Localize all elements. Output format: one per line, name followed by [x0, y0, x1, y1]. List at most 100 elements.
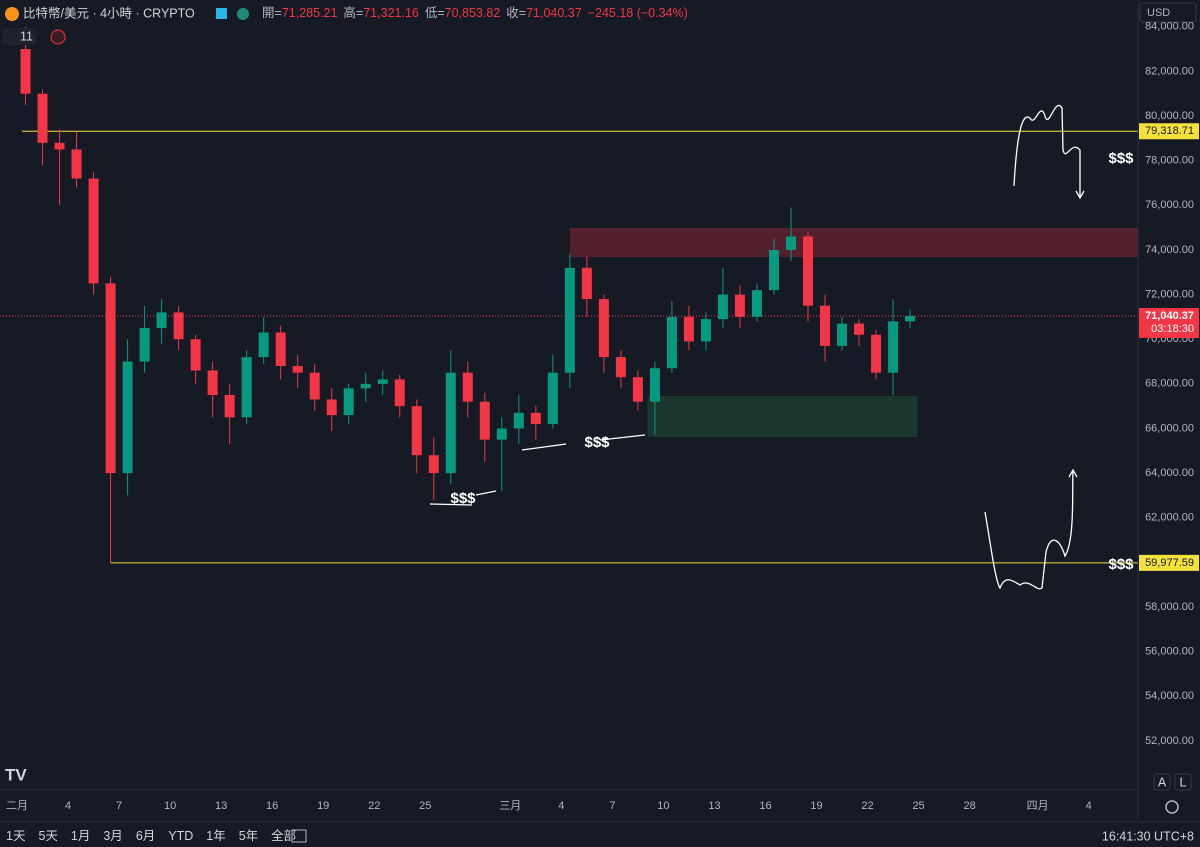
candle-body — [54, 142, 65, 150]
zone — [569, 228, 1138, 258]
candle-body — [190, 339, 201, 371]
indicator-count: 11 — [20, 29, 33, 43]
toolbar: USD 1天 5天 1月 3月 6月 YTD 1年 5年 全部 16:41:30 UTC+8 T… — [5, 2, 1197, 843]
candle-body — [854, 323, 865, 335]
ohlc-values: 開=71,285.21 高=71,321.16 低=70,853.82 收=71,04… — [262, 5, 688, 20]
range-button[interactable]: 5天 — [38, 829, 58, 843]
x-tick-label: 16 — [266, 800, 278, 812]
currency: USD — [1147, 7, 1170, 19]
alert-icon[interactable] — [50, 29, 66, 45]
candle-body — [888, 321, 899, 373]
ohlc-value: 71,285.21 — [282, 6, 338, 20]
calendar-icon[interactable] — [291, 829, 307, 843]
candle-body — [700, 319, 711, 342]
y-tick-label: 62,000.00 — [1145, 512, 1194, 524]
x-tick-label: 25 — [419, 800, 431, 812]
clock: 16:41:30 UTC+8 — [1102, 829, 1194, 843]
candle-body — [802, 236, 813, 306]
x-tick-label: 10 — [657, 800, 669, 812]
y-tick-label: 56,000.00 — [1145, 646, 1194, 658]
indicator-badge[interactable] — [2, 28, 36, 45]
candle-body — [173, 312, 184, 340]
candle-body — [394, 379, 405, 407]
x-tick-label: 4 — [558, 800, 564, 812]
x-tick-label: 22 — [861, 800, 873, 812]
candle-body — [88, 178, 99, 284]
x-tick-label: 4 — [65, 800, 71, 812]
candle-body — [530, 412, 541, 425]
range-button[interactable]: 1月 — [71, 829, 90, 843]
candle-body — [905, 315, 916, 322]
candle-body — [820, 305, 831, 346]
level-tag — [1139, 554, 1199, 571]
range-button[interactable]: 3月 — [103, 829, 122, 843]
candle-body — [871, 334, 882, 373]
ohlc-key: 開= — [262, 6, 282, 20]
y-tick-label: 64,000.00 — [1145, 467, 1194, 479]
candle-body — [71, 149, 82, 179]
range-button[interactable]: 1年 — [206, 829, 225, 843]
candle-body — [564, 267, 575, 373]
x-tick-label: 19 — [810, 800, 822, 812]
y-tick-label: 52,000.00 — [1145, 735, 1194, 747]
candle-body — [207, 370, 218, 395]
candle-body — [683, 316, 694, 342]
candle-body — [343, 388, 354, 416]
x-tick-label: 7 — [116, 800, 122, 812]
ohlc-value: 71,321.16 — [363, 6, 419, 20]
range-button[interactable]: 5年 — [239, 829, 258, 843]
currency-select[interactable] — [1139, 2, 1197, 23]
ohlc-key: 收= — [506, 6, 526, 20]
scale-button-label: A — [1158, 775, 1167, 789]
candle-body — [105, 283, 116, 474]
scale-button[interactable] — [1174, 773, 1192, 791]
candle-body — [224, 395, 235, 418]
projection-up — [984, 468, 1078, 590]
x-tick-label: 7 — [609, 800, 615, 812]
y-tick-label: 72,000.00 — [1145, 288, 1194, 300]
candle-body — [649, 368, 660, 402]
range-button[interactable]: YTD — [168, 829, 193, 843]
countdown: 03:18:30 — [1151, 323, 1194, 335]
range-button[interactable]: 全部 — [271, 828, 296, 843]
candle-body — [428, 455, 439, 474]
status-dot — [237, 8, 249, 20]
range-button[interactable]: 6月 — [136, 829, 155, 843]
candle-body — [496, 428, 507, 440]
ohlc-key: 低= — [425, 6, 445, 20]
candle-body — [598, 299, 609, 358]
candle-body — [785, 236, 796, 250]
btc-icon — [5, 7, 19, 21]
annotation: $$$ — [584, 434, 610, 451]
candle-body — [20, 49, 31, 94]
last-price-label: 71,040.37 — [1145, 310, 1194, 322]
candle-body — [241, 357, 252, 418]
level-tag — [1139, 123, 1199, 140]
x-tick-label: 16 — [759, 800, 771, 812]
candle-body — [275, 332, 286, 366]
candle-body — [309, 372, 320, 400]
plot-area — [0, 26, 1138, 564]
settings-icon[interactable] — [1165, 800, 1179, 814]
candle-body — [326, 399, 337, 416]
y-tick-label: 78,000.00 — [1145, 155, 1194, 167]
candle-body — [547, 372, 558, 425]
symbol: 比特幣/美元 · 4小時 · CRYPTO — [23, 5, 195, 20]
last-price-tag — [1139, 307, 1199, 338]
candle-body — [751, 290, 762, 317]
range-button[interactable]: 1天 — [6, 829, 26, 843]
candle-body — [411, 406, 422, 456]
x-tick-label: 四月 — [1027, 800, 1049, 812]
y-tick-label: 82,000.00 — [1145, 65, 1194, 77]
candle-body — [462, 372, 473, 402]
logo: TV — [5, 765, 27, 784]
candle-body — [837, 323, 848, 346]
candle-body — [666, 316, 677, 369]
x-tick-label: 三月 — [499, 800, 521, 812]
candle-body — [768, 249, 779, 291]
annotation: $$$ — [450, 490, 476, 507]
sweep-line — [521, 434, 646, 451]
scale-button[interactable] — [1153, 773, 1171, 791]
flag-icon — [216, 8, 227, 19]
